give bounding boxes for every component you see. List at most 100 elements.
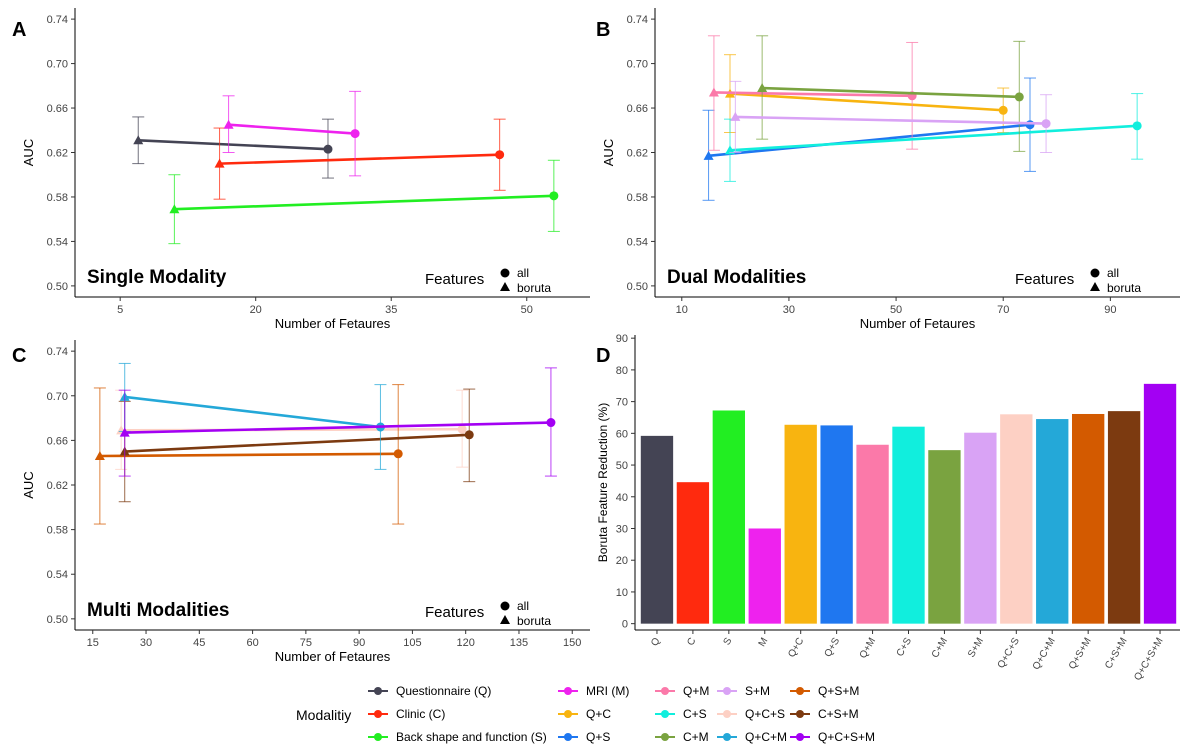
series-s-m: [729, 80, 1053, 153]
legend-item-label: C+S+M: [818, 707, 859, 721]
x-tick-label: Q+S: [823, 636, 843, 659]
y-tick-label: 0.54: [47, 569, 68, 581]
x-tick-label: 5: [117, 304, 123, 316]
x-tick-label: C+S: [895, 636, 915, 659]
legend-dot: [723, 733, 731, 741]
legend-dot: [796, 733, 804, 741]
bar-c-s: [892, 426, 925, 624]
x-tick-label: 50: [521, 304, 533, 316]
series-m: [222, 90, 362, 177]
bar-q-s: [820, 425, 853, 624]
y-tick-label: 0.58: [47, 192, 68, 204]
legend-item-label: Questionnaire (Q): [396, 684, 491, 698]
series-line: [124, 395, 381, 429]
x-tick-label: C: [685, 636, 698, 648]
legend-item-label: C+M: [683, 730, 709, 744]
legend-label-all: all: [517, 266, 529, 280]
legend-triangle-marker: [1090, 282, 1100, 291]
x-tick-label: 120: [457, 637, 475, 649]
series-line: [708, 123, 1031, 158]
legend-dot: [661, 733, 669, 741]
series-line: [735, 115, 1047, 125]
x-tick-label: S: [722, 636, 735, 648]
legend-label-all: all: [1107, 266, 1119, 280]
series-line: [138, 138, 329, 151]
panel-letter: D: [596, 345, 610, 367]
legend-item-label: Q+M: [683, 684, 709, 698]
panel-letter: A: [12, 19, 26, 41]
bar-s: [712, 410, 746, 624]
y-tick-label: 0.70: [47, 59, 68, 71]
point-all: [549, 191, 559, 201]
y-tick-label: 0.70: [627, 59, 648, 71]
y-tick-label: 0.62: [47, 480, 68, 492]
legend-title: Features: [1015, 271, 1074, 288]
series-c: [213, 118, 506, 200]
legend-item-m: MRI (M): [558, 684, 629, 698]
legend-item-c: Clinic (C): [368, 707, 445, 721]
x-tick-label: Q: [649, 636, 663, 648]
legend-item-c-s-m: C+S+M: [790, 707, 859, 721]
x-tick-label: 30: [140, 637, 152, 649]
x-tick-label: 90: [353, 637, 365, 649]
legend-dot: [796, 687, 804, 695]
panel-b: 0.50 0.54 0.58 0.62 0.66 0.70 0.74 10 30 50 70 90 Nu…: [596, 8, 1180, 331]
bar-s-m: [964, 432, 997, 624]
y-tick-label: 0.50: [627, 281, 648, 293]
y-tick-label: 90: [616, 333, 628, 345]
x-axis-title: Number of Fetaures: [860, 316, 976, 331]
y-tick-label: 70: [616, 397, 628, 409]
legend-item-q-m: Q+M: [655, 684, 709, 698]
y-tick-label: 20: [616, 555, 628, 567]
bar-q-s-m: [1071, 413, 1105, 624]
legend-item-label: MRI (M): [586, 684, 629, 698]
series-line: [729, 92, 1004, 112]
legend-title: Modalitiy: [296, 707, 351, 723]
legend-title: Features: [425, 604, 484, 621]
y-tick-label: 0.58: [627, 192, 648, 204]
point-boruta: [169, 204, 180, 214]
inset-title: Dual Modalities: [667, 267, 806, 288]
legend-title: Features: [425, 271, 484, 288]
legend-item-label: Clinic (C): [396, 707, 445, 721]
bar-q-c: [784, 424, 817, 624]
point-boruta: [94, 451, 105, 460]
legend-dot: [564, 687, 572, 695]
bar-q-c-s: [1000, 414, 1033, 624]
legend-dot: [723, 710, 731, 718]
legend-triangle-marker: [500, 615, 510, 624]
x-tick-label: S+M: [966, 636, 986, 660]
x-tick-label: Q+C: [786, 636, 806, 660]
legend-circle-marker: [500, 268, 510, 278]
point-all: [1132, 121, 1142, 131]
legend-dot: [374, 687, 382, 695]
y-tick-label: 0.74: [47, 346, 68, 358]
legend-item-label: Q+C+S+M: [818, 730, 875, 744]
x-tick-label: 10: [676, 304, 688, 316]
point-boruta: [133, 135, 144, 145]
y-tick-label: 30: [616, 523, 628, 535]
y-tick-label: 40: [616, 492, 628, 504]
point-all: [1041, 119, 1051, 129]
legend-item-c-s: C+S: [655, 707, 707, 721]
x-axis-title: Number of Fetaures: [275, 649, 391, 664]
point-boruta: [703, 150, 714, 160]
panel-d: 0 10 20 30 40 50 60 70 80 90 Boruta Feature Reduct…: [596, 333, 1180, 683]
point-boruta: [757, 83, 768, 93]
series-line: [713, 91, 913, 98]
legend-item-q-s: Q+S: [558, 730, 610, 744]
y-tick-label: 10: [616, 587, 628, 599]
legend-item-label: C+S: [683, 707, 707, 721]
legend-item-q: Questionnaire (Q): [368, 684, 491, 698]
series-line: [174, 194, 554, 211]
legend-item-q-c: Q+C: [558, 707, 611, 721]
series-q-s: [702, 77, 1036, 201]
point-all: [1025, 120, 1035, 130]
point-boruta: [708, 87, 719, 97]
y-tick-label: 0.74: [47, 14, 68, 26]
bar-m: [748, 528, 781, 624]
x-tick-label: 135: [510, 637, 528, 649]
